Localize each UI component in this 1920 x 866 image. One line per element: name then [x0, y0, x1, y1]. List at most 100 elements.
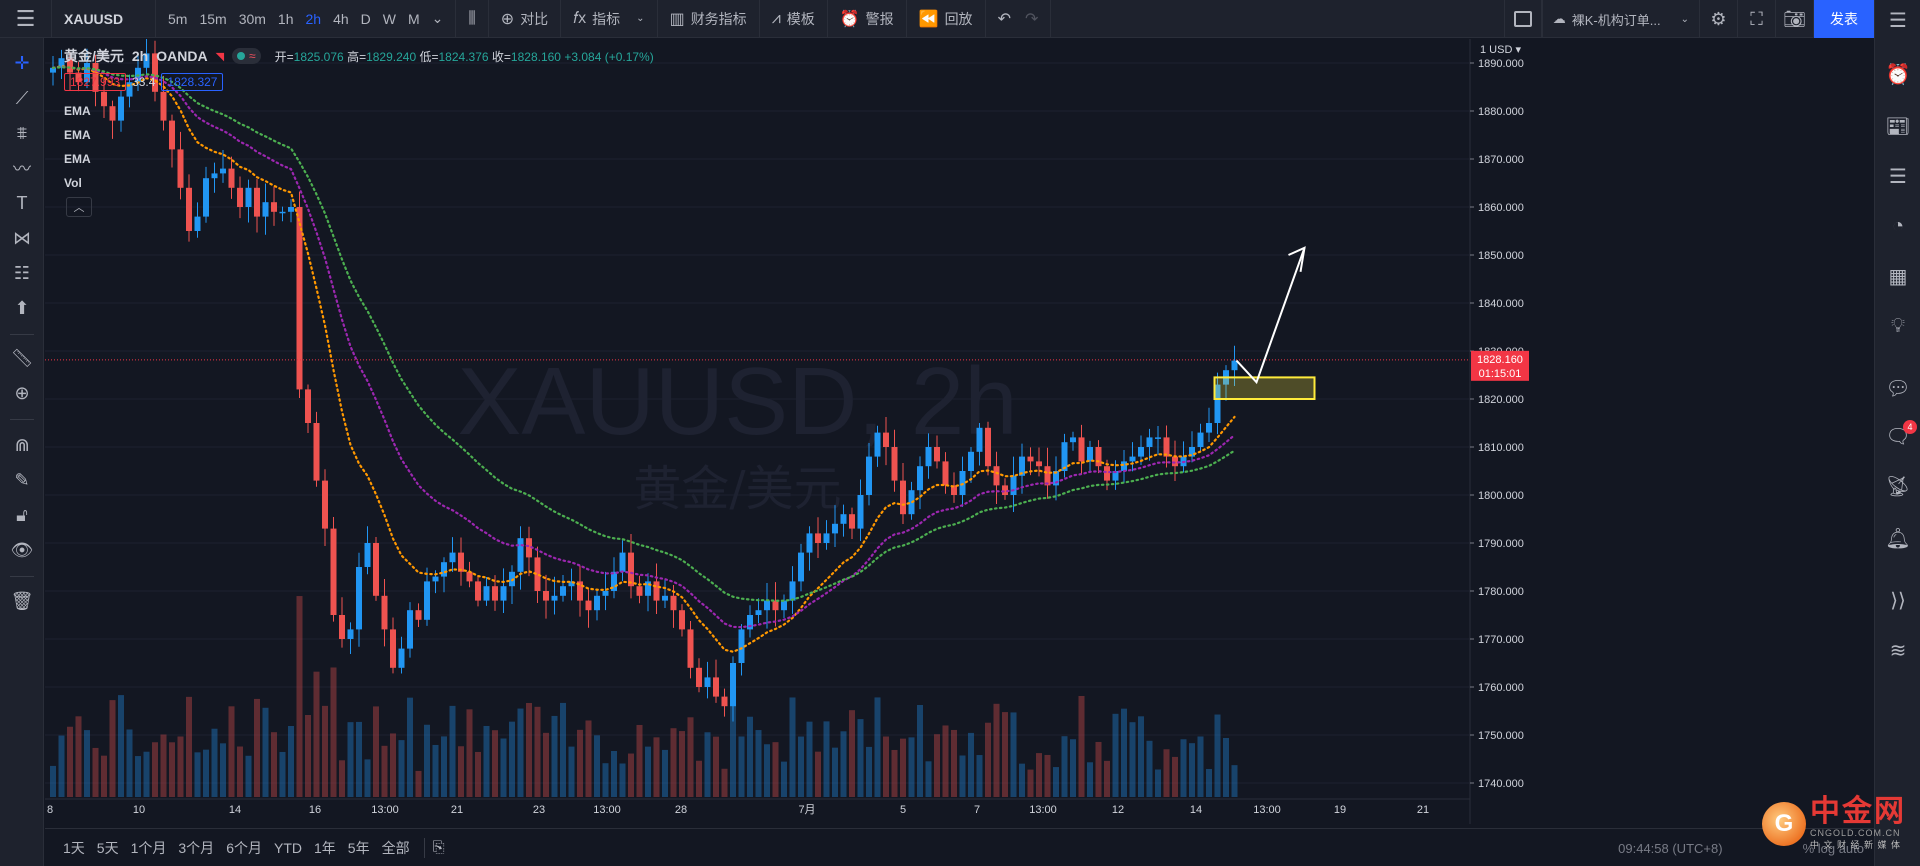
candles-icon: ⫼ [468, 9, 476, 27]
indicators-label: 指标 [592, 10, 621, 27]
candle-body [1095, 447, 1102, 467]
volume-bar [1019, 763, 1025, 797]
range-7[interactable]: 5年 [347, 839, 370, 856]
candle-body [296, 207, 303, 390]
text-icon[interactable]: T [16, 192, 28, 213]
chart-type-button[interactable]: ⫼ [456, 0, 489, 38]
volume-bar [407, 697, 413, 797]
zoom-icon[interactable]: ⊕ [14, 382, 30, 403]
interval-M[interactable]: M [408, 10, 420, 27]
alert-button[interactable]: ⏰ 警报 [828, 0, 907, 38]
pie-icon[interactable]: ◔ [1891, 214, 1905, 237]
range-8[interactable]: 全部 [381, 839, 410, 856]
lightbulb-icon[interactable]: 💡︎ [1891, 314, 1905, 337]
range-4[interactable]: 6个月 [226, 839, 262, 856]
settings-button[interactable]: ⚙ [1700, 0, 1738, 38]
sell-button[interactable]: 1827.993 [64, 73, 127, 91]
arrow-up-icon[interactable]: ⬆ [14, 297, 30, 318]
volume-bar [594, 735, 600, 797]
indicator-volume[interactable]: Vol [64, 176, 82, 190]
indicator-ema-1[interactable]: EMA [64, 104, 91, 118]
candle-body [1112, 471, 1119, 481]
financials-button[interactable]: ▥ 财务指标 [658, 0, 760, 38]
trading-panel-icon[interactable]: ≋ [1889, 639, 1907, 662]
interval-4h[interactable]: 4h [333, 10, 349, 27]
watchlist-menu-icon[interactable]: ☰ [1889, 9, 1907, 32]
templates-button[interactable]: ⩘ 模板 [760, 0, 828, 38]
range-1[interactable]: 5天 [96, 839, 119, 856]
volume-bar [764, 744, 770, 797]
price-chart[interactable]: XAUUSD, 2h 黄金/美元 1 USD ▾ 1890.000 1880.000 18… [45, 39, 1874, 824]
alarm-clock-icon[interactable]: ⏰ [1885, 63, 1911, 86]
lock-drawing-icon[interactable]: ✎ [14, 469, 30, 490]
interval-2h[interactable]: 2h [305, 10, 322, 27]
interval-30m[interactable]: 30m [238, 10, 266, 27]
undo-icon[interactable]: ↶ [997, 10, 1011, 28]
pattern-icon[interactable]: 〰 [13, 159, 31, 179]
fib-icon[interactable]: ⩨ [16, 122, 28, 143]
list-icon[interactable]: ☰ [1889, 165, 1907, 188]
chevron-down-icon[interactable]: ⌄ [431, 10, 444, 26]
interval-D[interactable]: D [360, 10, 371, 27]
crosshair-icon[interactable]: ✛ [14, 52, 30, 73]
ruler-icon[interactable]: 📏︎ [10, 347, 34, 368]
snapshot-button[interactable]: 📷︎ [1776, 0, 1814, 38]
interval-15m[interactable]: 15m [199, 10, 227, 27]
interval-W[interactable]: W [382, 10, 396, 27]
calendar-icon[interactable]: ▦ [1888, 265, 1908, 288]
xabcd-icon[interactable]: ⋈ [13, 227, 31, 248]
messages-icon[interactable]: 🗨︎ 4 [1875, 418, 1920, 454]
range-0[interactable]: 1天 [63, 839, 85, 856]
volume-bar [653, 737, 660, 797]
menu-icon[interactable]: ☰ [0, 0, 52, 38]
collapse-legend-button[interactable]: ︿ [66, 197, 92, 217]
compare-button[interactable]: ⊕ 对比 [489, 0, 562, 38]
price-tag-countdown: 01:15:01 [1479, 368, 1522, 380]
redo-icon[interactable]: ↷ [1024, 10, 1039, 28]
bell-icon[interactable]: 🔔︎ [1885, 527, 1911, 550]
interval-1h[interactable]: 1h [277, 10, 294, 27]
chat-icon[interactable]: 💬︎ [1885, 377, 1911, 400]
scale-options[interactable]: % log auto [1802, 840, 1864, 856]
range-3[interactable]: 3个月 [178, 839, 215, 856]
volume-bar [1044, 754, 1051, 797]
broadcast-icon[interactable]: 📡︎ [1885, 475, 1911, 498]
volume-bar [1078, 695, 1085, 797]
ohlc-values: 开=1825.076 高=1829.240 低=1824.376 收=1828.… [275, 48, 654, 65]
interval-5m[interactable]: 5m [168, 10, 188, 27]
currency-label: 1 USD ▾ [1480, 44, 1521, 56]
candle-body [594, 595, 600, 611]
replay-button[interactable]: ⏪ 回放 [907, 0, 986, 38]
fullscreen-layout-button[interactable] [1503, 0, 1542, 38]
indicator-ema-3[interactable]: EMA [64, 152, 91, 166]
date-range-icon[interactable]: ⎘ [432, 839, 445, 856]
range-5[interactable]: YTD [273, 839, 302, 856]
magnet-icon[interactable]: ⋒ [14, 434, 30, 455]
news-icon[interactable]: 📰︎ [1885, 115, 1911, 138]
collapse-sidebar-icon[interactable]: ⟩⟩ [1890, 589, 1906, 612]
volume-bar [713, 736, 719, 797]
candle-body [1044, 466, 1051, 486]
indicators-button[interactable]: 𝑓x 指标 ⌄ [561, 0, 658, 38]
fullscreen-button[interactable]: ⛶ [1738, 0, 1776, 38]
forecast-icon[interactable]: ☷ [13, 262, 31, 283]
buy-button[interactable]: 1828.327 [161, 73, 224, 91]
symbol-search[interactable]: XAUUSD [52, 0, 156, 38]
candle-body [449, 552, 456, 563]
volume-bar [509, 721, 515, 797]
indicator-ema-2[interactable]: EMA [64, 128, 91, 142]
lock-icon[interactable]: 🔓︎ [16, 504, 28, 525]
candle-body [381, 595, 388, 630]
publish-button[interactable]: 发表 [1814, 0, 1874, 38]
eye-icon[interactable]: 👁︎ [10, 539, 34, 560]
range-2[interactable]: 1个月 [130, 839, 167, 856]
templates-label: 模板 [786, 10, 815, 27]
trash-icon[interactable]: 🗑︎ [10, 590, 34, 611]
trendline-icon[interactable]: ⟋ [15, 87, 29, 108]
candle-body [951, 485, 957, 495]
market-status[interactable]: ≈ [232, 48, 261, 64]
range-6[interactable]: 1年 [313, 839, 336, 856]
volume-bar [458, 746, 464, 797]
clock-time[interactable]: 09:44:58 (UTC+8) [1618, 840, 1723, 856]
layout-save-button[interactable]: ☁ 裸K-机构订单... ⌄ [1541, 0, 1700, 38]
